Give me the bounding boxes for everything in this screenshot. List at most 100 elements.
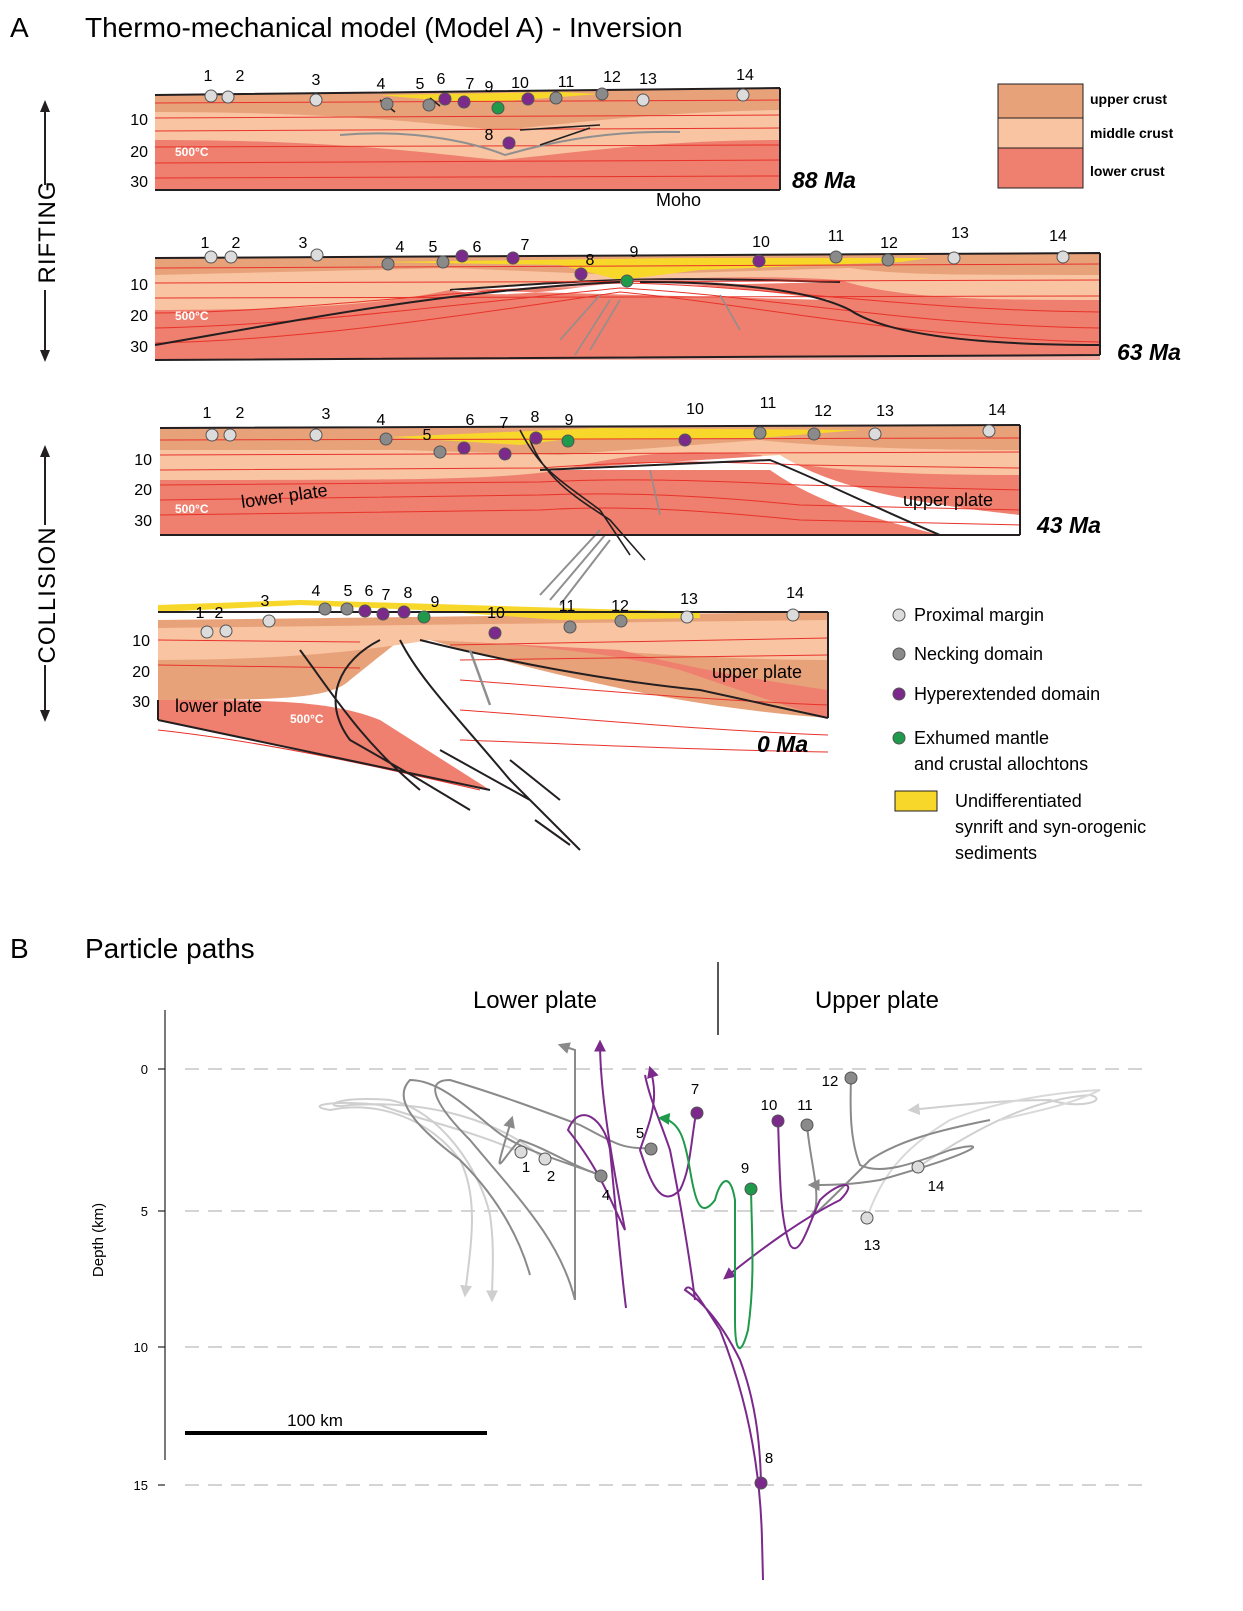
particle-dot <box>380 97 394 111</box>
particle-number: 3 <box>322 406 331 423</box>
particle-dot <box>807 427 821 441</box>
particle-8: 8 <box>485 127 516 150</box>
particle-number: 13 <box>639 71 657 88</box>
particle-number: 6 <box>473 239 482 256</box>
depth-tick-10: 10 <box>134 452 152 469</box>
particle-number: 9 <box>741 1160 749 1177</box>
particle-number: 5 <box>423 427 432 444</box>
particle-number: 4 <box>377 76 386 93</box>
particle-number: 13 <box>864 1237 881 1254</box>
particle-dot <box>498 447 512 461</box>
particle-2: 2 <box>221 68 245 104</box>
particle-dot <box>844 1071 858 1085</box>
particle-dot <box>680 610 694 624</box>
scale-bar-label: 100 km <box>287 1411 343 1430</box>
particle-number: 13 <box>680 591 698 608</box>
particle-number: 12 <box>611 598 629 615</box>
upper-plate-label: upper plate <box>903 490 993 510</box>
particle-dot <box>514 1145 528 1159</box>
depth-tick-20: 20 <box>132 664 150 681</box>
panel-a-title: Thermo-mechanical model (Model A) - Inve… <box>85 12 683 43</box>
particle-dot <box>561 434 575 448</box>
particle-number: 8 <box>586 252 595 269</box>
particle-dot <box>379 432 393 446</box>
age-63ma: 63 Ma <box>1117 339 1181 365</box>
collision-label: COLLISION <box>34 526 61 663</box>
particle-number: 2 <box>236 405 245 422</box>
particle-dot <box>614 614 628 628</box>
particle-13: 13 <box>947 225 969 265</box>
particle-12: 12 <box>822 1071 858 1090</box>
particle-number: 5 <box>636 1125 644 1142</box>
particle-dot <box>744 1182 758 1196</box>
particle-11: 11 <box>753 395 776 440</box>
particle-number: 7 <box>466 76 475 93</box>
particle-paths <box>318 1039 1101 1581</box>
collision-side-label: COLLISION <box>34 445 61 722</box>
particle-number: 4 <box>312 583 321 600</box>
particle-dot <box>381 257 395 271</box>
upper-plate-title: Upper plate <box>815 987 939 1014</box>
particle-number: 14 <box>1049 228 1067 245</box>
particle-dot <box>309 428 323 442</box>
particle-7: 7 <box>690 1081 704 1120</box>
particle-9: 9 <box>620 244 639 288</box>
particle-dot <box>223 428 237 442</box>
temp-label: 500°C <box>175 309 209 323</box>
particle-dot <box>340 602 354 616</box>
rifting-side-label: RIFTING <box>34 100 61 362</box>
y-tick-15: 15 <box>134 1478 148 1493</box>
particle-13: 13 <box>868 403 894 441</box>
particle-dot <box>911 1160 925 1174</box>
particle-number: 5 <box>416 76 425 93</box>
particle-number: 4 <box>377 412 386 429</box>
particle-number: 1 <box>204 68 213 85</box>
particle-number: 14 <box>736 67 754 84</box>
particle-dot <box>538 1152 552 1166</box>
depth-tick-20: 20 <box>134 482 152 499</box>
particle-number: 10 <box>511 75 529 92</box>
particle-14: 14 <box>1049 228 1070 264</box>
particle-dot <box>771 1114 785 1128</box>
particle-dot <box>224 250 238 264</box>
particle-number: 12 <box>880 235 898 252</box>
particle-14: 14 <box>786 585 804 622</box>
particle-dot <box>262 614 276 628</box>
depth-tick-10: 10 <box>130 277 148 294</box>
legend-necking: Necking domain <box>914 644 1043 664</box>
particle-dot <box>644 1142 658 1156</box>
particle-7: 7 <box>376 587 391 621</box>
particle-13: 13 <box>636 71 657 107</box>
particle-dot <box>221 90 235 104</box>
y-tick-0: 0 <box>141 1062 148 1077</box>
particle-9: 9 <box>561 412 575 448</box>
particle-dot <box>595 87 609 101</box>
particle-11: 11 <box>797 1097 814 1132</box>
particle-number: 1 <box>201 235 210 252</box>
particle-number: 8 <box>531 409 540 426</box>
legend-sediments-2: synrift and syn-orogenic <box>955 817 1146 837</box>
particle-6: 6 <box>437 71 452 106</box>
particle-11: 11 <box>828 228 844 264</box>
particle-dot <box>521 92 535 106</box>
particle-dot <box>753 426 767 440</box>
particle-number: 5 <box>429 239 438 256</box>
particle-12: 12 <box>807 403 832 441</box>
particle-1: 1 <box>201 235 218 264</box>
particle-dot <box>219 624 233 638</box>
lower-plate-label: lower plate <box>175 696 262 716</box>
particle-number: 14 <box>928 1178 945 1195</box>
particle-4: 4 <box>381 239 405 271</box>
particle-dot <box>636 93 650 107</box>
depth-tick-30: 30 <box>132 694 150 711</box>
particle-4: 4 <box>377 412 393 446</box>
panel-b-title: Particle paths <box>85 933 255 964</box>
particle-5: 5 <box>636 1125 658 1156</box>
section-88ma: 10 20 30 500°C Moho 88 Ma <box>130 87 856 210</box>
particle-dot <box>563 620 577 634</box>
particle-dot <box>506 251 520 265</box>
particle-5: 5 <box>416 76 436 112</box>
particle-dot <box>574 267 588 281</box>
depth-tick-30: 30 <box>130 339 148 356</box>
